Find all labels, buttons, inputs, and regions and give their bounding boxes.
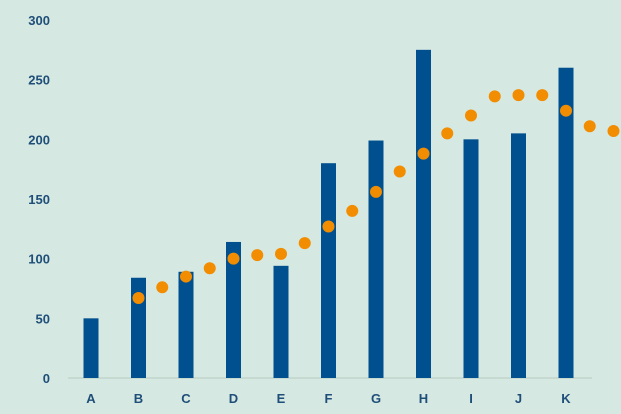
x-tick-label: F: [325, 391, 333, 406]
dot: [298, 237, 311, 250]
dot: [203, 262, 216, 275]
x-tick-label: H: [419, 391, 428, 406]
x-tick-label: E: [277, 391, 286, 406]
dot: [465, 109, 477, 122]
dot: [441, 127, 454, 140]
bar: [83, 318, 99, 378]
y-tick-label: 200: [28, 132, 50, 147]
y-tick-label: 300: [28, 13, 50, 28]
dot: [488, 90, 501, 103]
dot: [251, 249, 264, 262]
x-tick-label: I: [469, 391, 473, 406]
dot: [346, 204, 359, 217]
y-tick-label: 150: [28, 192, 50, 207]
bar-series: [83, 49, 574, 378]
dot: [393, 165, 406, 178]
x-tick-label: C: [181, 391, 191, 406]
bar: [273, 265, 289, 378]
x-tick-label: G: [371, 391, 381, 406]
bar: [226, 241, 241, 378]
dot: [417, 147, 430, 160]
dot: [132, 292, 145, 305]
x-axis-tick-labels: A B C D E F G H I J K: [86, 391, 571, 406]
x-tick-label: D: [229, 391, 238, 406]
x-tick-label: J: [515, 391, 522, 406]
dot: [180, 270, 192, 283]
y-axis-tick-labels: 0 50 100 150 200 250 300: [28, 13, 50, 386]
bar: [416, 49, 431, 378]
dot: [607, 124, 620, 137]
bar: [131, 277, 146, 378]
dot: [583, 120, 596, 133]
y-tick-label: 250: [28, 73, 50, 88]
y-tick-label: 100: [28, 252, 50, 267]
dot: [560, 104, 572, 117]
x-tick-label: A: [86, 391, 96, 406]
x-tick-label: B: [134, 391, 143, 406]
bar: [463, 139, 479, 378]
bar: [558, 67, 574, 378]
dot-series: [132, 89, 620, 305]
dot: [370, 185, 382, 198]
x-tick-label: K: [561, 391, 571, 406]
dot: [322, 220, 335, 233]
dot: [536, 89, 549, 102]
dot: [227, 252, 240, 265]
y-tick-label: 50: [36, 311, 50, 326]
dot: [275, 247, 287, 260]
bar: [321, 163, 336, 378]
dot: [156, 281, 169, 294]
bar: [178, 271, 194, 378]
dot: [512, 89, 525, 102]
y-tick-label: 0: [43, 371, 50, 386]
bar: [511, 133, 526, 378]
bar: [368, 140, 384, 378]
